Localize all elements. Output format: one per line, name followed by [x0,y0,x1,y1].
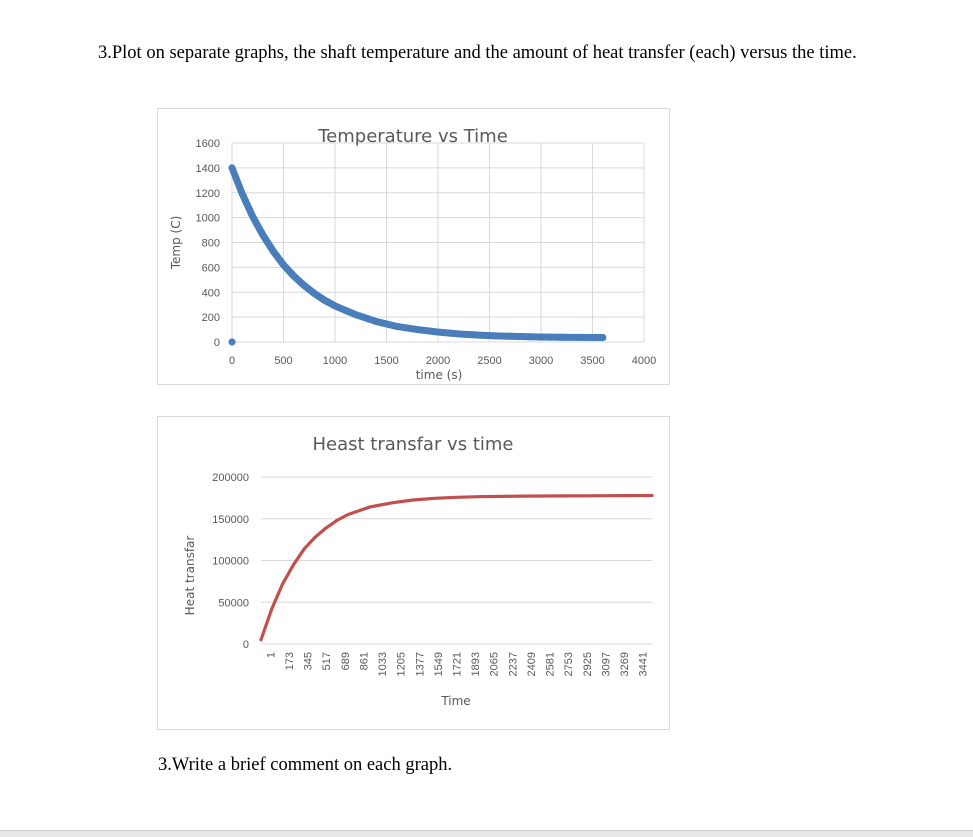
chart-title: Heast transfar vs time [313,434,514,455]
heat-transfer-chart: 0 50000 100000 150000 200000 1 173 345 517 689 861… [157,416,670,730]
x-tick-label: 3441 [638,652,650,676]
y-tick-label: 800 [202,238,220,250]
heat-transfer-chart-svg: 0 50000 100000 150000 200000 1 173 345 517 689 861… [183,434,654,708]
x-tick-label: 500 [274,355,292,367]
x-tick-label: 517 [321,652,333,670]
data-point [599,333,607,342]
y-tick-label: 0 [214,337,220,349]
x-tick-label: 2409 [526,652,538,676]
y-tick-label: 50000 [218,597,249,609]
x-tick-label: 3097 [600,652,612,676]
x-tick-label: 3269 [619,652,631,676]
x-tick-label: 689 [340,652,352,670]
x-tick-label: 0 [229,355,235,367]
x-tick-label: 861 [358,652,370,670]
x-axis-label: time (s) [416,368,463,382]
x-tick-label: 4000 [632,355,656,367]
page-bottom-bar [0,830,973,837]
data-point [228,338,236,346]
y-tick-label: 0 [243,639,249,651]
x-tick-label: 1205 [396,652,408,676]
x-tick-label: 3500 [580,355,604,367]
x-tick-label: 2925 [582,652,594,676]
x-tick-label: 1 [265,652,277,658]
x-tick-label: 1549 [433,652,445,676]
y-tick-label: 1200 [196,188,220,200]
y-tick-label: 1000 [196,213,220,225]
y-axis-label: Temp (C) [169,216,183,271]
x-tick-label: 1893 [470,652,482,676]
y-tick-label: 400 [202,287,220,299]
y-tick-label: 600 [202,262,220,274]
x-tick-label: 345 [303,652,315,670]
temperature-chart-svg: 0 200 400 600 800 1000 1200 1400 1600 0 500 1000 150… [169,126,656,382]
comment-instruction: 3.Write a brief comment on each graph. [158,755,453,775]
x-tick-label: 1000 [323,355,347,367]
x-tick-label: 2065 [489,652,501,676]
x-tick-label: 2753 [563,652,575,676]
x-tick-label: 173 [284,652,296,670]
x-tick-label: 1500 [374,355,398,367]
series-line [259,493,654,642]
x-tick-label: 3000 [529,355,553,367]
x-tick-label: 2000 [426,355,450,367]
y-tick-label: 100000 [212,556,249,568]
x-tick-label: 2581 [545,652,557,676]
question-text: 3.Plot on separate graphs, the shaft tem… [98,43,857,63]
y-tick-label: 150000 [212,514,249,526]
y-axis-label: Heat transfar [183,536,197,616]
x-tick-label: 1033 [377,652,389,676]
x-tick-label: 1721 [452,652,464,676]
y-tick-label: 200000 [212,472,249,484]
y-tick-label: 1600 [196,138,220,150]
y-tick-label: 1400 [196,163,220,175]
x-axis-label: Time [440,694,470,708]
y-tick-label: 200 [202,312,220,324]
x-tick-label: 2237 [507,652,519,676]
chart-title: Temperature vs Time [317,126,508,147]
x-tick-label: 1377 [414,652,426,676]
temperature-chart: 0 200 400 600 800 1000 1200 1400 1600 0 500 1000 150… [157,108,670,385]
x-tick-label: 2500 [477,355,501,367]
